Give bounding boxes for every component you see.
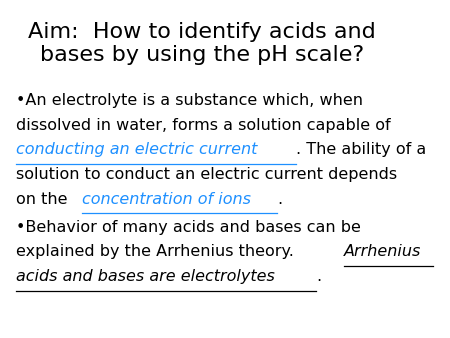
Text: .: . xyxy=(277,192,283,207)
Text: Arrhenius: Arrhenius xyxy=(344,244,421,259)
Text: on the: on the xyxy=(16,192,73,207)
Text: solution to conduct an electric current depends: solution to conduct an electric current … xyxy=(16,167,397,182)
Text: acids and bases are electrolytes: acids and bases are electrolytes xyxy=(16,269,275,284)
Text: •Behavior of many acids and bases can be: •Behavior of many acids and bases can be xyxy=(16,220,361,235)
Text: dissolved in water, forms a solution capable of: dissolved in water, forms a solution cap… xyxy=(16,118,391,132)
Text: concentration of ions: concentration of ions xyxy=(82,192,251,207)
Text: •An electrolyte is a substance which, when: •An electrolyte is a substance which, wh… xyxy=(16,93,363,108)
Text: Aim:  How to identify acids and
bases by using the pH scale?: Aim: How to identify acids and bases by … xyxy=(28,22,376,65)
Text: explained by the Arrhenius theory.: explained by the Arrhenius theory. xyxy=(16,244,299,259)
Text: conducting an electric current: conducting an electric current xyxy=(16,142,257,157)
Text: . The ability of a: . The ability of a xyxy=(296,142,426,157)
Text: .: . xyxy=(316,269,321,284)
